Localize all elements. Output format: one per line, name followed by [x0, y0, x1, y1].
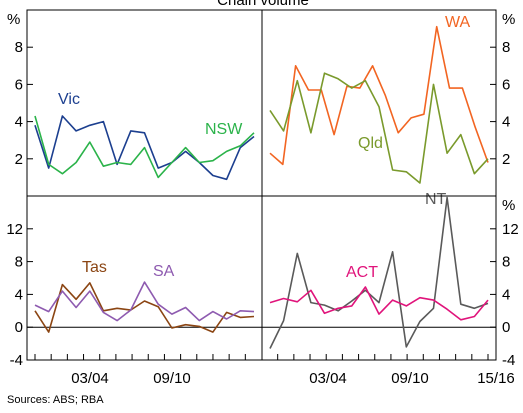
- series-label-nsw: NSW: [205, 121, 243, 138]
- series-line-act: [269, 286, 489, 321]
- series-line-sa: [34, 281, 255, 322]
- y-tick-label: 0: [502, 319, 510, 336]
- y-tick-label: 0: [15, 319, 23, 336]
- chart-title: Chain volume: [217, 0, 309, 9]
- y-tick-label: -4: [502, 352, 515, 369]
- x-tick-label: 03/04: [71, 370, 109, 387]
- y-tick-label: 4: [15, 286, 23, 303]
- series-label-nt: NT: [425, 191, 447, 208]
- series-label-sa: SA: [153, 263, 175, 280]
- series-label-qld: Qld: [358, 135, 383, 152]
- series-label-act: ACT: [346, 264, 378, 281]
- y-tick-label: 4: [15, 114, 23, 131]
- series-line-tas: [34, 282, 255, 333]
- source-note: Sources: ABS; RBA: [7, 394, 104, 406]
- y-tick-label: 2: [502, 151, 510, 168]
- x-tick-label: 09/10: [391, 370, 429, 387]
- y-tick-label: 4: [502, 286, 510, 303]
- y-tick-label: 12: [502, 221, 519, 238]
- series-line-qld: [269, 72, 489, 184]
- y-tick-label: -4: [10, 352, 23, 369]
- series-label-vic: Vic: [58, 91, 80, 108]
- y-tick-label: 8: [502, 254, 510, 271]
- x-tick-label: 15/16: [477, 370, 515, 387]
- y-tick-label: 6: [15, 76, 23, 93]
- series-label-wa: WA: [445, 14, 471, 31]
- series-line-wa: [269, 25, 489, 166]
- y-tick-label: 8: [15, 254, 23, 271]
- x-tick-label: 03/04: [309, 370, 347, 387]
- series-label-tas: Tas: [82, 259, 107, 276]
- series-line-nsw: [34, 115, 255, 179]
- series-line-nt: [269, 196, 489, 349]
- y-tick-label: 6: [502, 76, 510, 93]
- y-unit-label: %: [7, 11, 20, 28]
- y-tick-label: 8: [502, 39, 510, 56]
- y-tick-label: 4: [502, 114, 510, 131]
- y-tick-label: 8: [15, 39, 23, 56]
- y-tick-label: 12: [6, 221, 23, 238]
- series-line-vic: [34, 115, 255, 181]
- y-unit-label: %: [502, 11, 515, 28]
- x-tick-label: 09/10: [153, 370, 191, 387]
- y-unit-label: %: [502, 197, 515, 214]
- y-tick-label: 2: [15, 151, 23, 168]
